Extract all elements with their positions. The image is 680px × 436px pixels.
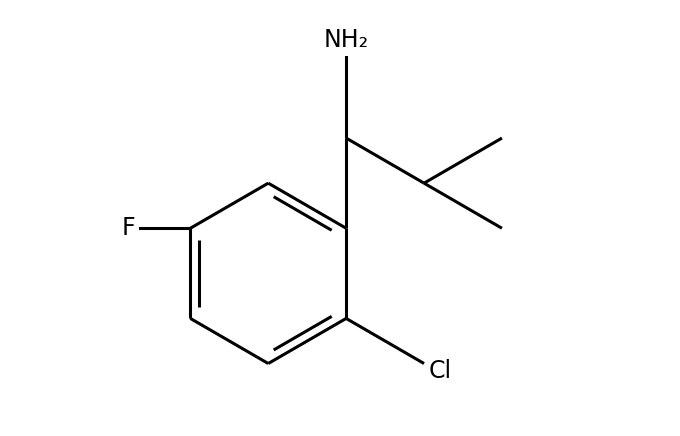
Text: NH₂: NH₂	[324, 28, 369, 52]
Text: F: F	[122, 216, 136, 240]
Text: Cl: Cl	[428, 359, 452, 383]
